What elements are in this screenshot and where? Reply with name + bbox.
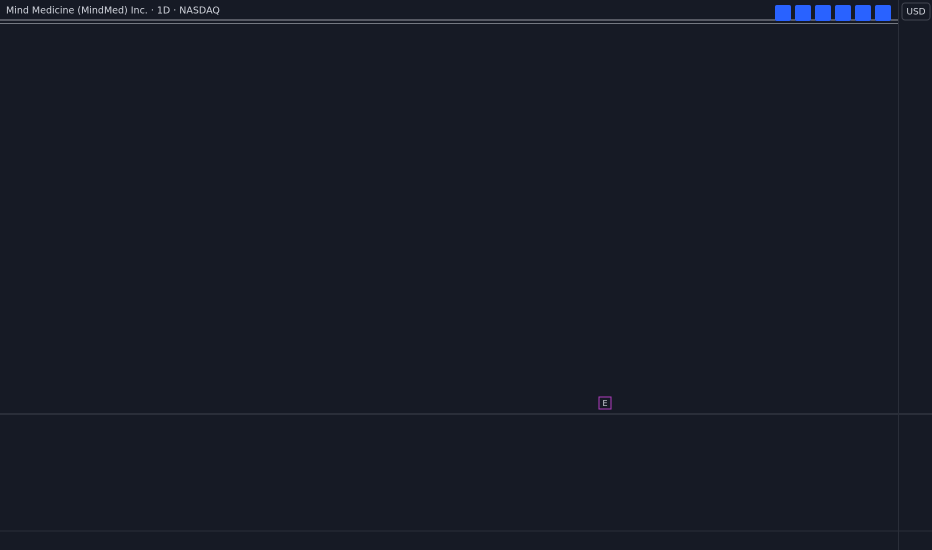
badge[interactable] (835, 5, 851, 21)
badge[interactable] (815, 5, 831, 21)
earnings-marker[interactable]: E (602, 399, 607, 408)
toolbar-badges[interactable] (775, 5, 891, 21)
chart-title: Mind Medicine (MindMed) Inc. · 1D · NASD… (6, 6, 220, 17)
currency-label[interactable]: USD (906, 8, 925, 18)
earnings-box[interactable] (598, 396, 612, 410)
badge[interactable] (855, 5, 871, 21)
badge[interactable] (875, 5, 891, 21)
currency-button[interactable] (901, 2, 931, 21)
badge[interactable] (795, 5, 811, 21)
badge[interactable] (775, 5, 791, 21)
